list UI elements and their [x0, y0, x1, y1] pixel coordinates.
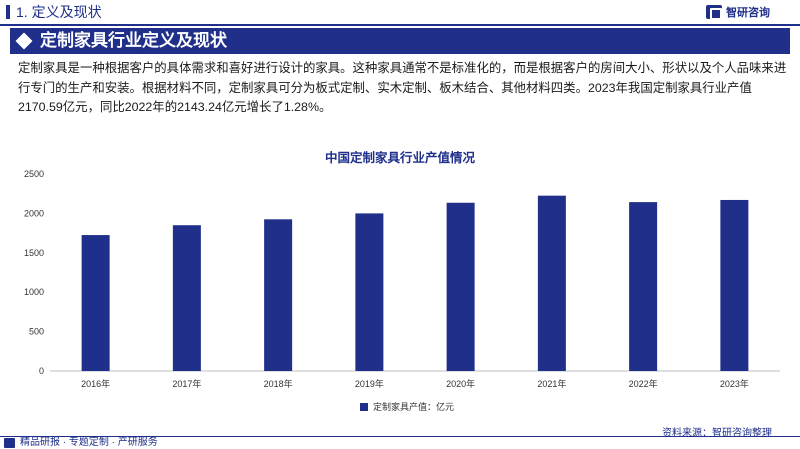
bar-2022年 — [629, 202, 658, 371]
x-tick-label: 2018年 — [264, 378, 293, 389]
x-tick-label: 2020年 — [446, 378, 475, 389]
bar-2019年 — [355, 213, 384, 371]
y-tick-label: 500 — [29, 327, 44, 337]
title-banner: 定制家具行业定义及现状 — [10, 28, 790, 54]
footer-text: 精品研报 · 专题定制 · 产研服务 — [20, 437, 158, 448]
x-tick-label: 2016年 — [81, 378, 110, 389]
x-tick-label: 2022年 — [629, 378, 658, 389]
y-tick-label: 1000 — [24, 287, 44, 297]
header-divider — [0, 24, 800, 26]
chart-title: 中国定制家具行业产值情况 — [324, 151, 475, 165]
legend-swatch — [360, 402, 368, 411]
logo-icon — [706, 5, 722, 20]
y-tick-label: 1500 — [24, 248, 44, 258]
intro-paragraph: 定制家具是一种根据客户的具体需求和喜好进行设计的家具。这种家具通常不是标准化的，… — [18, 61, 787, 114]
footer: 精品研报 · 专题定制 · 产研服务 — [0, 437, 800, 449]
footer-logo-icon — [4, 438, 15, 448]
bar-2017年 — [172, 225, 201, 371]
top-header: 1. 定义及现状 智研咨询 — [0, 0, 800, 26]
y-tick-label: 0 — [39, 366, 44, 376]
legend-label: 定制家具产值：亿元 — [373, 402, 455, 412]
footer-divider — [0, 436, 800, 437]
bar-2023年 — [720, 199, 749, 371]
x-tick-label: 2017年 — [172, 378, 201, 389]
y-tick-label: 2000 — [24, 208, 44, 218]
bar-2016年 — [81, 235, 110, 371]
brand-logo: 智研咨询 — [706, 3, 770, 21]
diamond-icon — [15, 32, 33, 50]
y-tick-label: 2500 — [24, 169, 44, 179]
x-tick-label: 2019年 — [355, 378, 384, 389]
section-title: 1. 定义及现状 — [16, 4, 102, 20]
bar-2018年 — [264, 219, 293, 371]
bar-chart: 0 500 1000 1500 2000 2500 2016年 2017年 2018年 2019年… — [24, 169, 780, 389]
logo-text: 智研咨询 — [726, 7, 770, 19]
x-tick-label: 2023年 — [720, 378, 749, 389]
page-title: 定制家具行业定义及现状 — [40, 31, 227, 50]
bar-2020年 — [446, 202, 475, 371]
bar-2021年 — [537, 195, 566, 371]
chart-legend: 定制家具产值：亿元 — [360, 400, 454, 413]
source-note: 资料来源：智研咨询整理 — [662, 428, 772, 439]
header-accent-bar — [6, 5, 10, 19]
x-tick-label: 2021年 — [537, 378, 566, 389]
